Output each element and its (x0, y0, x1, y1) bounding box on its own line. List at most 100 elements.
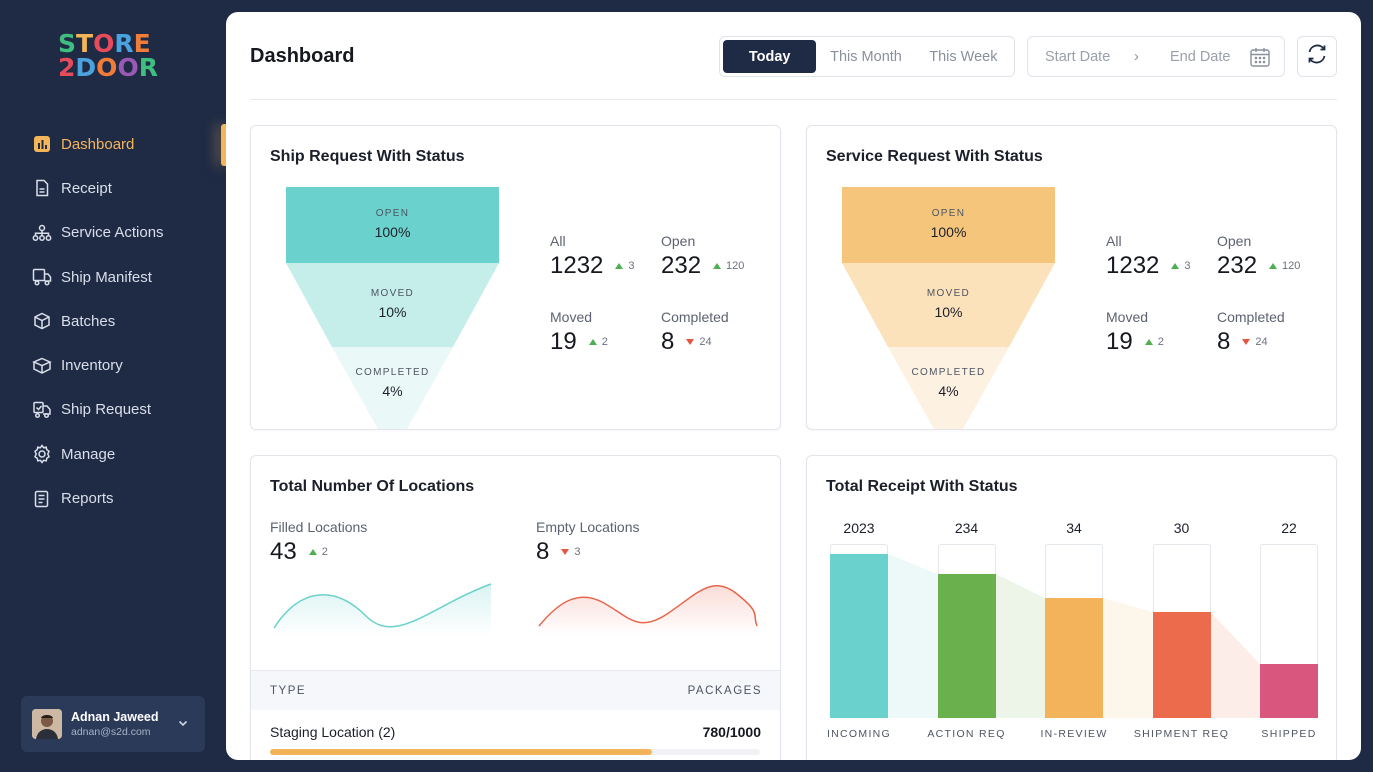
tab-this-week[interactable]: This Week (929, 48, 998, 65)
sidebar-item-label: Manage (61, 445, 116, 463)
stat-completed: Completed 8 24 (1217, 309, 1285, 355)
filled-locations-sparkline (273, 583, 492, 636)
sidebar-nav: Dashboard Receipt Service Actions Ship M… (0, 122, 226, 521)
up-arrow-icon (588, 339, 597, 345)
stat-all: All 1232 3 (1106, 233, 1191, 279)
header-divider (250, 99, 1337, 100)
bar-value-label: 2023 (843, 520, 875, 536)
locations-card: Total Number Of Locations Filled Locatio… (250, 455, 781, 760)
down-arrow-icon (686, 339, 695, 345)
funnel-label-moved: MOVED 10% (370, 288, 415, 320)
user-email: adnan@s2d.com (71, 726, 151, 738)
sidebar-item-label: Inventory (61, 357, 123, 375)
bar-connector (995, 574, 1045, 718)
sidebar-item-reports[interactable]: Reports (0, 476, 226, 520)
bar-in-review[interactable] (1045, 598, 1103, 718)
down-arrow-icon (561, 549, 570, 555)
bar-category-label: IN-REVIEW (1040, 728, 1108, 740)
sidebar-item-ship-manifest[interactable]: Ship Manifest (0, 255, 226, 299)
logo-letter: D (75, 53, 97, 82)
date-range-tabs: Today This Month This Week (719, 36, 1015, 77)
sidebar-item-label: Receipt (61, 179, 112, 197)
empty-locations-sparkline (538, 584, 758, 636)
calendar-icon[interactable] (1249, 46, 1271, 72)
bar-shipment-req[interactable] (1152, 612, 1211, 718)
locations-table-header: TYPE PACKAGES (251, 670, 780, 710)
user-name: Adnan Jaweed (71, 710, 159, 724)
logo-letter: O (96, 53, 118, 82)
location-progress-bar (270, 749, 653, 755)
start-date-field[interactable]: Start Date (1045, 48, 1111, 65)
logo-letter: T (76, 29, 94, 58)
funnel-stage-moved (842, 263, 1055, 347)
hierarchy-icon (32, 223, 52, 243)
bar-category-label: ACTION REQ (927, 728, 1006, 740)
sidebar-item-label: Batches (61, 312, 116, 330)
funnel-label-completed: COMPLETED 4% (355, 367, 430, 399)
up-arrow-icon (713, 263, 722, 269)
avatar (32, 709, 62, 739)
funnel-label-completed: COMPLETED 4% (911, 367, 986, 399)
logo-letter: O (93, 29, 115, 58)
sidebar-item-label: Ship Manifest (61, 268, 152, 286)
tab-this-month[interactable]: This Month (830, 48, 902, 65)
chevron-down-icon[interactable] (177, 716, 189, 734)
funnel-stage-completed (888, 347, 1009, 429)
sidebar-item-label: Service Actions (61, 224, 164, 242)
funnel-label-moved: MOVED 10% (926, 288, 971, 320)
sidebar-item-batches[interactable]: Batches (0, 299, 226, 343)
bar-value-label: 22 (1281, 520, 1297, 536)
ship-request-card: Ship Request With Status OPEN 100% MOVED… (250, 125, 781, 430)
user-profile-card[interactable]: Adnan Jaweed adnan@s2d.com (21, 696, 205, 752)
box-icon (32, 311, 52, 331)
up-arrow-icon (615, 263, 624, 269)
active-indicator (221, 124, 226, 166)
page-title: Dashboard (250, 45, 355, 67)
bar-action-req[interactable] (937, 574, 996, 718)
sidebar-item-ship-request[interactable]: Ship Request (0, 388, 226, 432)
inventory-icon (32, 356, 52, 376)
refresh-button[interactable] (1297, 36, 1337, 77)
funnel-stage-open (286, 187, 499, 263)
sidebar-item-dashboard[interactable]: Dashboard (0, 122, 226, 166)
card-title: Ship Request With Status (270, 148, 465, 165)
bar-track (830, 544, 888, 718)
ship-request-icon (32, 400, 52, 420)
refresh-icon (1305, 42, 1329, 71)
column-header-packages: PACKAGES (687, 685, 762, 697)
date-range-picker[interactable]: Start Date › End Date (1027, 36, 1285, 77)
bar-connector (1103, 598, 1153, 718)
bar-value-label: 30 (1173, 520, 1190, 536)
sidebar-item-service-actions[interactable]: Service Actions (0, 211, 226, 255)
sidebar-item-inventory[interactable]: Inventory (0, 343, 226, 387)
funnel-stage-moved (286, 263, 499, 347)
end-date-field[interactable]: End Date (1170, 48, 1231, 65)
bar-connector (888, 554, 938, 718)
funnel-label-open: OPEN 100% (374, 208, 411, 240)
funnel-label-open: OPEN 100% (930, 208, 967, 240)
card-title: Total Receipt With Status (826, 478, 1018, 495)
bar-track (1045, 544, 1103, 718)
up-arrow-icon (1269, 263, 1278, 269)
tab-today[interactable]: Today (723, 40, 817, 73)
bar-incoming[interactable] (830, 554, 888, 718)
bar-shipped[interactable] (1260, 664, 1318, 718)
bar-value-label: 34 (1066, 520, 1082, 536)
sidebar-item-manage[interactable]: Manage (0, 432, 226, 476)
stat-moved: Moved 19 2 (550, 309, 608, 355)
sidebar-item-receipt[interactable]: Receipt (0, 166, 226, 210)
up-arrow-icon (308, 549, 317, 555)
logo-letter: R (138, 53, 158, 82)
stat-open: Open 232 120 (1217, 233, 1301, 279)
table-row-name: Staging Location (2) (270, 724, 396, 740)
stat-open: Open 232 120 (661, 233, 745, 279)
bar-value-label: 234 (954, 520, 979, 536)
stat-moved: Moved 19 2 (1106, 309, 1164, 355)
bar-category-label: SHIPMENT REQ (1133, 728, 1230, 740)
logo-letter: E (133, 29, 151, 58)
truck-doc-icon (32, 267, 52, 287)
receipt-chart-background (888, 554, 1260, 718)
